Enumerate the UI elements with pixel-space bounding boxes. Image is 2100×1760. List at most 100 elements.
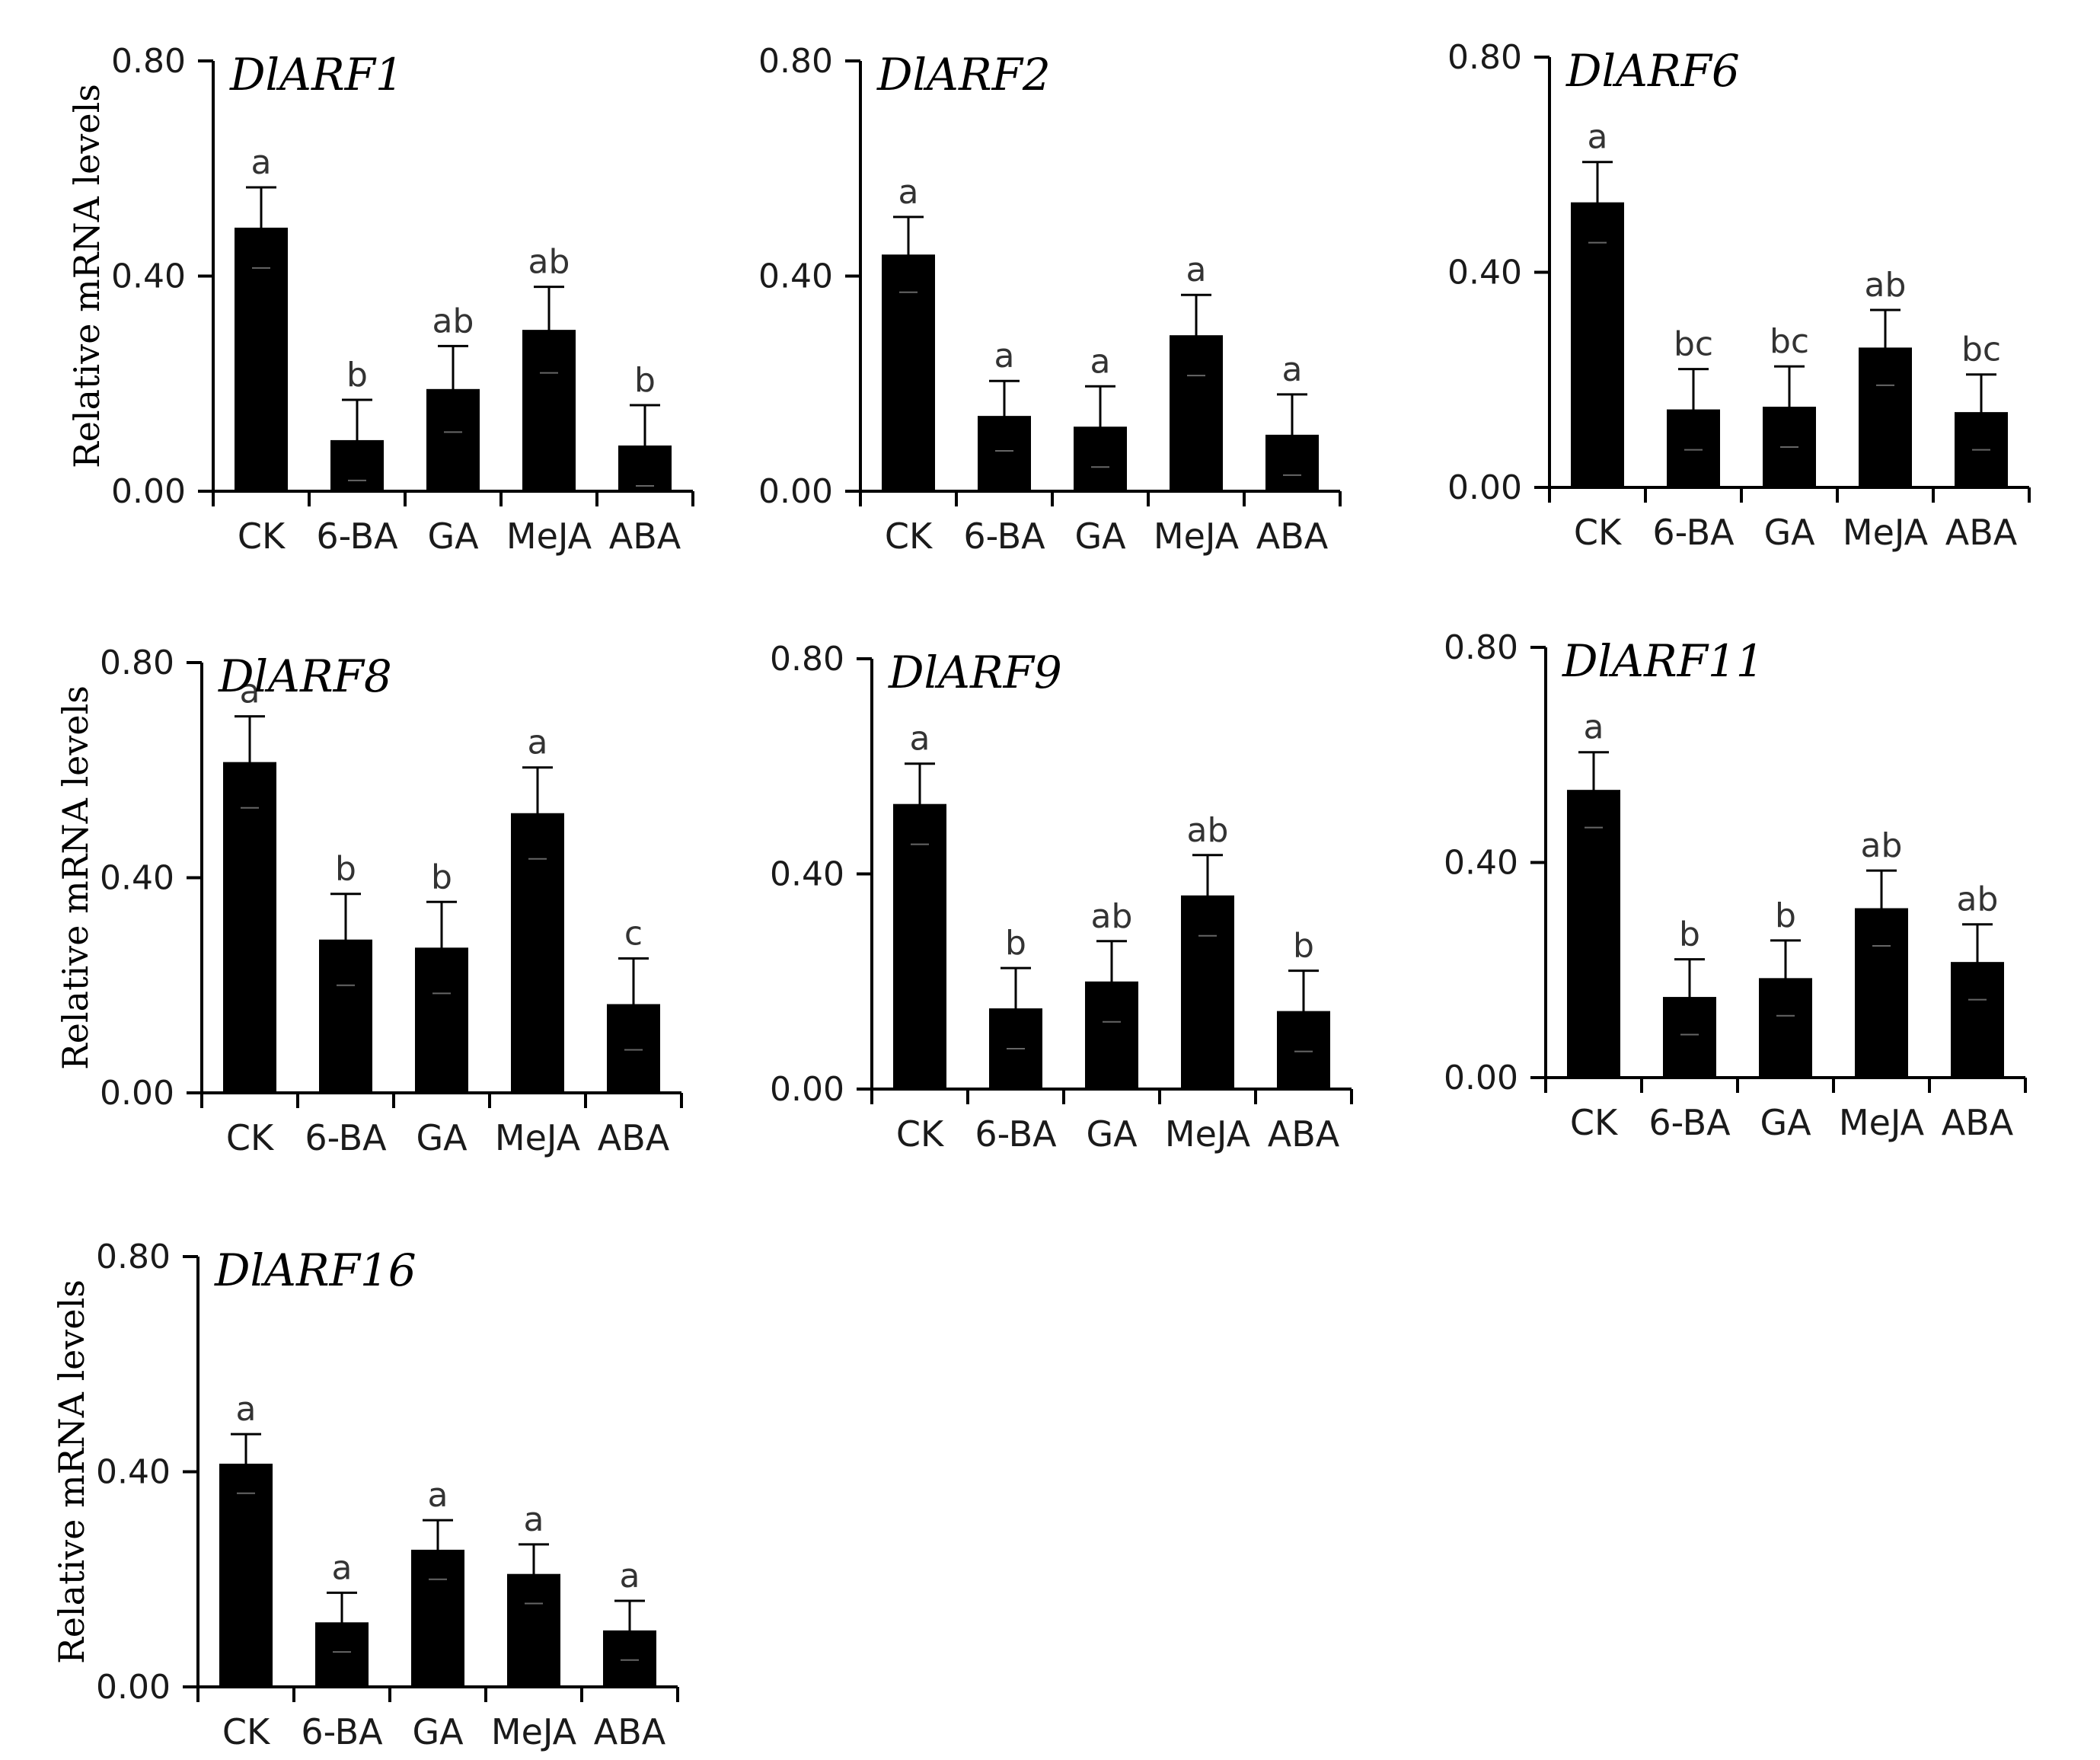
x-tick-label: ABA	[1942, 1102, 2014, 1143]
significance-letter: ab	[1187, 811, 1229, 850]
x-tick-label: GA	[416, 1117, 468, 1158]
chart-panel-dlarf8: 0.00 0.40 0.80 a CK b 6-BA b GA a MeJA c ABA DlARF8 Re…	[27, 640, 697, 1158]
x-tick-label: GA	[1086, 1113, 1138, 1155]
y-axis-label: Relative mRNA levels	[55, 685, 96, 1070]
x-tick-label: 6-BA	[975, 1113, 1057, 1155]
x-tick-label: MeJA	[495, 1117, 581, 1158]
y-axis-label: Relative mRNA levels	[51, 1279, 92, 1664]
x-tick-label: 6-BA	[301, 1711, 383, 1752]
significance-letter: ab	[1861, 826, 1903, 865]
x-tick-label: MeJA	[1839, 1102, 1925, 1143]
chart-title: DlARF2	[876, 49, 1051, 101]
x-tick-label: CK	[1570, 1102, 1619, 1143]
significance-letter: a	[528, 723, 548, 762]
bar-meja	[511, 813, 564, 1093]
y-tick-label: 0.80	[111, 42, 186, 81]
significance-letter: bc	[1961, 331, 2001, 369]
x-tick-label: MeJA	[1154, 516, 1240, 557]
significance-letter: b	[1293, 927, 1314, 966]
y-tick-label: 0.00	[111, 472, 186, 511]
x-tick-label: MeJA	[491, 1711, 577, 1752]
significance-letter: ab	[1091, 897, 1133, 936]
bar-ck	[1571, 202, 1624, 487]
bar-ck	[1567, 790, 1620, 1078]
significance-letter: a	[1584, 708, 1604, 747]
bar-ck	[235, 227, 288, 491]
y-tick-label: 0.00	[96, 1668, 171, 1707]
y-tick-label: 0.00	[100, 1074, 174, 1113]
chart-panel-dlarf11: 0.00 0.40 0.80 a CK b 6-BA b GA ab MeJA ab ABA DlARF1…	[1371, 624, 2041, 1143]
x-tick-label: CK	[1574, 512, 1623, 553]
y-tick-label: 0.80	[1444, 628, 1518, 667]
significance-letter: a	[240, 672, 260, 711]
chart-title: DlARF8	[218, 650, 392, 702]
significance-letter: a	[1090, 342, 1111, 381]
chart-title: DlARF6	[1565, 45, 1740, 97]
y-tick-label: 0.00	[1444, 1059, 1518, 1097]
significance-letter: a	[910, 720, 930, 759]
significance-letter: ab	[432, 302, 474, 340]
x-tick-label: GA	[412, 1711, 464, 1752]
x-tick-label: GA	[1763, 512, 1815, 553]
chart-dlarf8: 0.00 0.40 0.80 a CK b 6-BA b GA a MeJA c ABA DlARF8 Re…	[55, 644, 683, 1158]
chart-dlarf11: 0.00 0.40 0.80 a CK b 6-BA b GA ab MeJA ab ABA DlARF1…	[1444, 628, 2027, 1143]
x-tick-label: ABA	[594, 1711, 666, 1752]
bar-ck	[223, 762, 276, 1093]
chart-title: DlARF16	[214, 1244, 416, 1296]
chart-dlarf2: 0.00 0.40 0.80 a CK a 6-BA a GA a MeJA a ABA DlARF2	[758, 42, 1342, 557]
significance-letter: a	[1282, 350, 1303, 389]
bar-ck	[219, 1463, 273, 1687]
significance-letter: a	[428, 1476, 448, 1515]
significance-letter: b	[335, 850, 356, 889]
chart-dlarf1: 0.00 0.40 0.80 a CK b 6-BA ab GA ab MeJA b ABA DlARF1…	[66, 42, 694, 557]
chart-panel-dlarf16: 0.00 0.40 0.80 a CK a 6-BA a GA a MeJA a ABA DlARF16 R…	[23, 1234, 693, 1752]
significance-letter: b	[346, 356, 368, 394]
x-tick-label: GA	[427, 516, 479, 557]
significance-letter: b	[1679, 915, 1700, 954]
bar-ck	[893, 803, 946, 1089]
chart-panel-dlarf6: 0.00 0.40 0.80 a CK bc 6-BA bc GA ab MeJA bc ABA DlAR…	[1374, 34, 2044, 553]
x-tick-label: 6-BA	[305, 1117, 387, 1158]
significance-letter: a	[1186, 251, 1207, 289]
chart-title: DlARF11	[1562, 635, 1764, 687]
significance-letter: a	[251, 143, 272, 182]
y-tick-label: 0.40	[1447, 254, 1522, 292]
x-tick-label: ABA	[1945, 512, 2018, 553]
significance-letter: a	[332, 1548, 353, 1587]
y-tick-label: 0.40	[1444, 844, 1518, 883]
y-tick-label: 0.40	[770, 855, 844, 894]
significance-letter: ab	[528, 243, 570, 282]
x-tick-label: CK	[238, 516, 286, 557]
y-tick-label: 0.80	[100, 644, 174, 682]
significance-letter: a	[1588, 118, 1608, 157]
x-tick-label: CK	[885, 516, 934, 557]
significance-letter: b	[1775, 896, 1796, 935]
chart-title: DlARF9	[888, 647, 1062, 698]
x-tick-label: CK	[226, 1117, 275, 1158]
y-tick-label: 0.80	[1447, 38, 1522, 77]
x-tick-label: ABA	[609, 516, 681, 557]
x-tick-label: MeJA	[506, 516, 592, 557]
chart-dlarf9: 0.00 0.40 0.80 a CK b 6-BA ab GA ab MeJA b ABA DlARF9	[770, 640, 1353, 1155]
y-axis-label: Relative mRNA levels	[66, 84, 107, 468]
x-tick-label: MeJA	[1165, 1113, 1251, 1155]
significance-letter: a	[994, 337, 1015, 375]
chart-dlarf16: 0.00 0.40 0.80 a CK a 6-BA a GA a MeJA a ABA DlARF16 R…	[51, 1238, 679, 1752]
significance-letter: a	[524, 1500, 544, 1539]
chart-panel-dlarf2: 0.00 0.40 0.80 a CK a 6-BA a GA a MeJA a ABA DlARF2	[685, 38, 1355, 557]
significance-letter: ab	[1957, 880, 1999, 919]
significance-letter: a	[620, 1557, 640, 1595]
significance-letter: b	[431, 858, 452, 896]
chart-panel-dlarf9: 0.00 0.40 0.80 a CK b 6-BA ab GA ab MeJA b ABA DlARF9	[697, 636, 1367, 1155]
x-tick-label: 6-BA	[316, 516, 398, 557]
y-tick-label: 0.40	[100, 859, 174, 898]
significance-letter: ab	[1865, 266, 1907, 305]
y-tick-label: 0.40	[96, 1453, 171, 1492]
y-tick-label: 0.40	[111, 257, 186, 296]
y-tick-label: 0.80	[96, 1238, 171, 1276]
y-tick-label: 0.00	[770, 1070, 844, 1109]
significance-letter: b	[634, 361, 656, 400]
significance-letter: b	[1005, 924, 1026, 963]
x-tick-label: GA	[1760, 1102, 1811, 1143]
